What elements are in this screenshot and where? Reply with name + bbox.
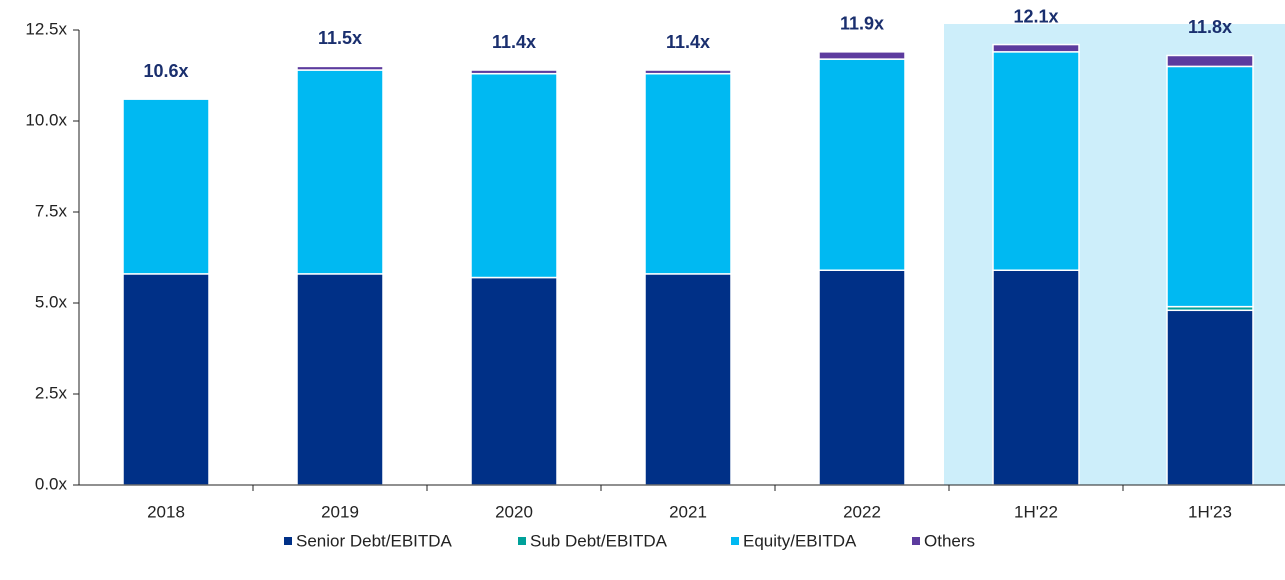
bar-segment [470, 276, 558, 486]
bar-segment [296, 65, 384, 71]
bar-segment [470, 72, 558, 279]
y-tick-label: 5.0x [35, 292, 68, 311]
total-label: 10.6x [143, 61, 188, 81]
bar-segment [992, 269, 1080, 486]
x-tick-label: 2019 [321, 502, 359, 521]
bar-segment [992, 51, 1080, 271]
legend-swatch [518, 537, 526, 545]
bar-segment [644, 273, 732, 486]
bar-segment [296, 273, 384, 486]
x-tick-label: 2018 [147, 502, 185, 521]
y-tick-label: 0.0x [35, 474, 68, 493]
total-label: 11.8x [1188, 17, 1232, 37]
bar-segment [644, 69, 732, 75]
bar-segment [992, 43, 1080, 53]
bar-segment [1166, 54, 1254, 68]
bar-segment [818, 269, 906, 486]
legend-label: Senior Debt/EBITDA [296, 531, 453, 550]
bar-segment [470, 69, 558, 75]
total-label: 11.4x [492, 32, 536, 52]
legend-swatch [284, 537, 292, 545]
bar-segment [1166, 65, 1254, 308]
bar-segment [818, 51, 906, 60]
legend-label: Sub Debt/EBITDA [530, 531, 668, 550]
y-tick-label: 7.5x [35, 201, 68, 220]
legend-label: Others [924, 531, 975, 550]
total-label: 11.4x [666, 32, 710, 52]
bar-segment [1166, 309, 1254, 486]
bar-segment [122, 273, 210, 486]
bar-segment [122, 98, 210, 275]
legend-swatch [912, 537, 920, 545]
legend-label: Equity/EBITDA [743, 531, 857, 550]
y-tick-label: 2.5x [35, 383, 68, 402]
x-tick-label: 2022 [843, 502, 881, 521]
x-tick-label: 1H'23 [1188, 502, 1232, 521]
bar-segment [644, 72, 732, 275]
bar-segment [296, 69, 384, 275]
x-tick-label: 1H'22 [1014, 502, 1058, 521]
bar-segment [818, 58, 906, 271]
x-tick-label: 2020 [495, 502, 533, 521]
total-label: 11.5x [318, 28, 362, 48]
y-tick-label: 10.0x [25, 110, 67, 129]
total-label: 11.9x [840, 14, 884, 34]
y-tick-label: 12.5x [25, 19, 67, 38]
total-label: 12.1x [1013, 6, 1058, 26]
x-tick-label: 2021 [669, 502, 707, 521]
legend-swatch [731, 537, 739, 545]
